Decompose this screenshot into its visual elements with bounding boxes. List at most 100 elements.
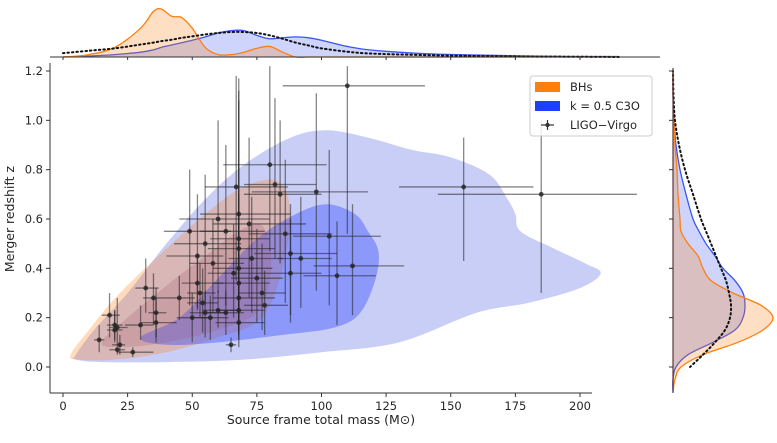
marginal-y-ligo-line <box>672 70 733 368</box>
x-axis-label: Source frame total mass (M⊙) <box>227 412 415 427</box>
data-point <box>231 228 283 323</box>
point-marker <box>107 312 112 318</box>
point-marker <box>249 256 255 261</box>
point-marker <box>272 182 278 187</box>
data-point <box>399 137 534 261</box>
y-tick-label: 0.0 <box>25 360 43 374</box>
marginal-y-bhs-fill <box>672 71 774 392</box>
contour-bhs-outer <box>70 179 291 361</box>
point-marker <box>202 241 208 247</box>
data-point <box>112 334 126 355</box>
data-point <box>243 270 288 335</box>
data-point <box>125 305 154 340</box>
marginal-y-bhs-line <box>672 70 774 392</box>
top-marginal-kde <box>50 7 660 60</box>
point-marker <box>326 233 332 239</box>
data-point <box>282 66 425 234</box>
x-tick-label: 0 <box>59 399 66 413</box>
y-tick-label: 0.8 <box>25 163 43 177</box>
legend-label-c3o: k = 0.5 C3O <box>570 99 640 113</box>
point-marker <box>117 342 123 348</box>
point-marker <box>223 310 229 316</box>
point-marker <box>200 300 205 306</box>
data-point <box>238 243 286 330</box>
point-marker <box>151 295 156 301</box>
point-marker <box>267 162 273 168</box>
marginal-x-bhs-fill <box>63 8 619 58</box>
y-tick-label: 0.2 <box>25 311 43 325</box>
y-tick-label: 0.6 <box>25 212 43 226</box>
x-tick-label: 75 <box>250 399 265 413</box>
data-point <box>174 174 242 306</box>
data-point <box>143 273 164 326</box>
point-marker <box>114 347 120 353</box>
data-point <box>251 93 369 291</box>
point-marker <box>187 228 193 234</box>
right-marginal-kde <box>669 68 774 393</box>
data-point <box>140 297 177 343</box>
point-marker <box>313 189 319 195</box>
data-point <box>194 295 229 340</box>
point-marker <box>262 302 268 308</box>
marginal-y-c3o-line <box>672 70 746 392</box>
point-marker <box>298 256 304 261</box>
legend-swatch-c3o <box>535 101 560 111</box>
marginal-x-c3o-fill <box>63 30 619 57</box>
y-axis-label: Merger redshift z <box>2 165 17 272</box>
data-point <box>109 344 126 355</box>
data-point <box>200 145 265 306</box>
point-marker <box>259 290 265 296</box>
x-tick-label: 100 <box>311 399 333 413</box>
x-tick-label: 125 <box>375 399 397 413</box>
x-tick-label: 200 <box>569 399 591 413</box>
legend-box <box>529 75 653 137</box>
point-marker <box>202 310 208 316</box>
point-marker <box>334 273 340 279</box>
point-marker <box>215 216 221 222</box>
legend-label-bhs: BHs <box>570 80 593 94</box>
point-marker <box>143 285 149 291</box>
point-marker <box>153 320 159 325</box>
point-marker <box>344 83 350 89</box>
point-marker <box>176 295 182 301</box>
data-point <box>94 325 105 353</box>
point-marker <box>233 184 239 190</box>
point-marker <box>96 337 102 343</box>
point-marker <box>210 261 216 266</box>
data-point <box>179 120 270 293</box>
point-marker <box>282 231 288 237</box>
data-point <box>189 219 244 313</box>
point-marker <box>461 184 467 190</box>
point-marker <box>236 320 242 325</box>
point-marker <box>189 315 195 321</box>
data-point <box>205 75 288 281</box>
point-marker <box>114 325 120 330</box>
data-point <box>109 297 128 345</box>
point-marker <box>195 253 200 259</box>
legend: BHs k = 0.5 C3O LIGO−Virgo <box>529 75 653 137</box>
point-marker <box>538 191 544 197</box>
data-point <box>225 337 237 353</box>
legend-swatch-bhs <box>535 82 560 92</box>
point-marker <box>223 228 229 234</box>
density-contours <box>70 130 601 363</box>
x-tick-label: 175 <box>504 399 526 413</box>
data-point <box>437 120 637 293</box>
data-point <box>313 204 405 316</box>
data-point <box>135 258 159 313</box>
point-marker <box>138 322 143 328</box>
y-tick-label: 1.2 <box>25 64 43 78</box>
point-marker <box>277 191 283 197</box>
data-point <box>117 347 154 358</box>
data-point <box>277 196 332 308</box>
data-point <box>303 221 376 326</box>
point-marker <box>228 342 234 348</box>
legend-errorbar-marker <box>541 120 554 130</box>
marginal-x-ligo-line <box>62 30 620 58</box>
data-point <box>106 310 123 343</box>
y-tick-label: 0.4 <box>25 261 43 275</box>
point-marker <box>231 270 237 276</box>
x-tick-label: 25 <box>120 399 135 413</box>
y-axis-ticks: 0.0 0.2 0.4 0.6 0.8 1.0 1.2 <box>25 64 50 374</box>
